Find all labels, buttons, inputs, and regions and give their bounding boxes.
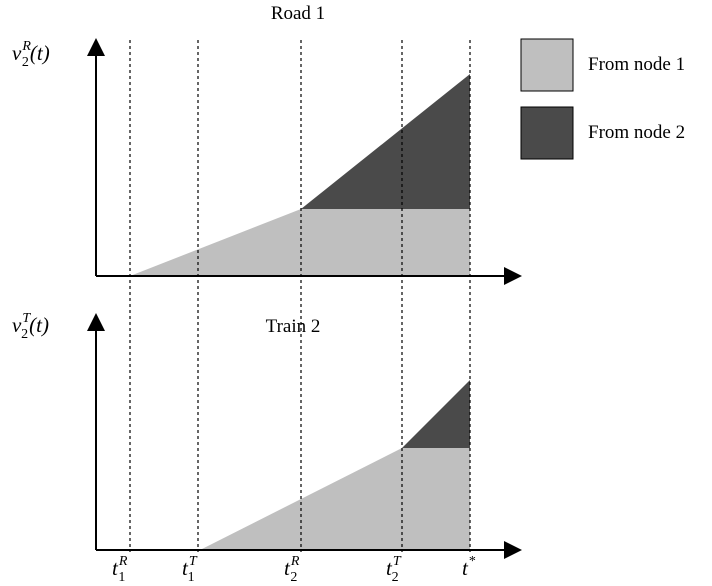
bottom-x-axis-arrow <box>504 541 522 559</box>
top-area-from-node-1 <box>130 209 470 276</box>
top-y-label: vR 2(t) <box>12 39 50 70</box>
top-y-axis-arrow <box>87 38 105 56</box>
tick-label-t2T: tT 2 <box>386 554 402 585</box>
bottom-panel-title: Train 2 <box>266 316 321 337</box>
legend-label-from-node-1: From node 1 <box>588 54 685 75</box>
bottom-y-label: vT 2(t) <box>12 311 49 342</box>
bottom-area-from-node-2 <box>402 380 470 448</box>
tick-label-t2R: tR 2 <box>284 554 300 585</box>
tick-label-t1R: tR 1 <box>112 554 128 585</box>
top-x-axis-arrow <box>504 267 522 285</box>
top-area-from-node-2 <box>301 74 470 209</box>
top-panel-title: Road 1 <box>271 3 325 24</box>
legend-label-from-node-2: From node 2 <box>588 122 685 143</box>
bottom-area-from-node-1 <box>200 448 470 550</box>
bottom-y-axis-arrow <box>87 313 105 331</box>
legend-swatch-from-node-1 <box>520 38 574 92</box>
tick-label-tstar: t* <box>462 554 476 580</box>
tick-label-t1T: tT 1 <box>182 554 198 585</box>
legend-swatch-from-node-2 <box>520 106 574 160</box>
